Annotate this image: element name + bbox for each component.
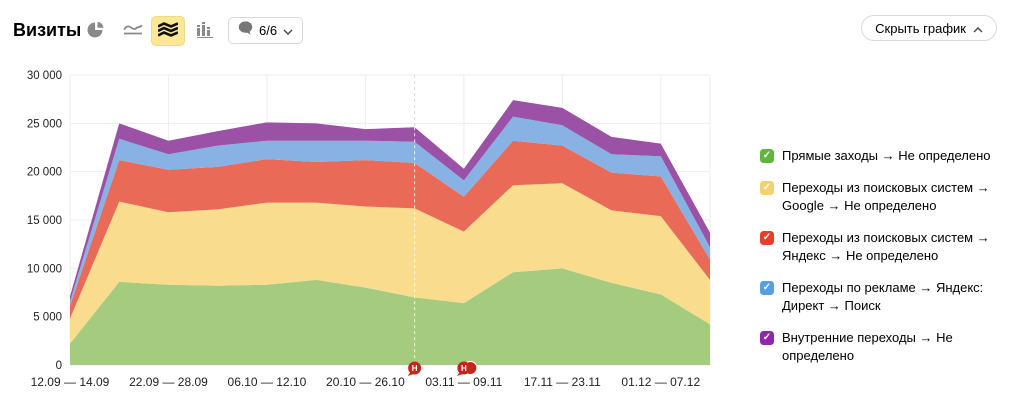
legend-label: Прямые заходы → Не определено (782, 148, 991, 163)
legend-checkbox-checked[interactable]: ✓ (760, 181, 774, 195)
x-axis-tick-label: 12.09 — 14.09 (31, 375, 110, 389)
y-axis-tick-label: 20 000 (27, 167, 62, 179)
page-title: Визиты (13, 20, 82, 40)
line-chart-icon (123, 23, 143, 40)
annotations-dropdown[interactable]: 6/6 (228, 17, 304, 44)
annotations-count: 6/6 (259, 23, 278, 38)
stacked-area-chart-icon (157, 21, 179, 41)
chevron-down-icon (283, 22, 293, 40)
chart-type-line-button[interactable] (116, 16, 150, 46)
y-axis-tick-label: 5 000 (33, 312, 62, 324)
area-series[interactable] (70, 268, 710, 365)
legend-checkbox-checked[interactable]: ✓ (760, 281, 774, 295)
chart-type-bars-button[interactable] (188, 16, 222, 46)
area-series[interactable] (70, 100, 710, 302)
pie-chart-icon (87, 21, 105, 42)
x-axis-tick-label: 03.11 — 09.11 (425, 375, 502, 389)
legend-item[interactable]: ✓ Прямые заходы → Не определено (760, 147, 1016, 165)
visits-stacked-area-chart[interactable]: 0 5 000 10 000 15 000 20 000 25 000 30 000 12.0… (0, 66, 760, 411)
legend-checkbox-checked[interactable]: ✓ (760, 149, 774, 163)
legend-item[interactable]: ✓ Переходы из поисковых систем → Яндекс →… (760, 229, 1016, 265)
legend-label: Внутренние переходы → Не определено (782, 330, 953, 363)
legend-checkbox-checked[interactable]: ✓ (760, 231, 774, 245)
annotation-marker-label: Н (461, 364, 467, 373)
hide-chart-button[interactable]: Скрыть график (861, 15, 997, 41)
chart-type-stacked-area-button[interactable] (151, 16, 185, 46)
annotation-marker-label: Н (412, 364, 418, 373)
legend-label: Переходы из поисковых систем → Google → … (782, 180, 990, 213)
area-series[interactable] (70, 140, 710, 319)
legend-item[interactable]: ✓ Переходы по рекламе → Яндекс: Директ → … (760, 279, 1016, 315)
legend-label: Переходы по рекламе → Яндекс: Директ → П… (782, 280, 984, 313)
chevron-up-icon (973, 21, 983, 36)
y-axis-tick-label: 30 000 (27, 70, 62, 82)
legend-item[interactable]: ✓ Внутренние переходы → Не определено (760, 329, 1016, 365)
x-axis-tick-label: 22.09 — 28.09 (129, 375, 208, 389)
annotation-marker[interactable]: Н (456, 361, 478, 377)
area-series[interactable] (70, 183, 710, 344)
annotation-marker[interactable]: Н (407, 361, 422, 377)
chart-canvas[interactable]: 0 5 000 10 000 15 000 20 000 25 000 30 000 12.0… (0, 66, 760, 411)
hide-chart-label: Скрыть график (875, 20, 966, 36)
y-axis-tick-label: 15 000 (27, 215, 62, 227)
x-axis-tick-label: 17.11 — 23.11 (524, 375, 601, 389)
chart-type-pie-button[interactable] (79, 16, 113, 46)
bar-chart-icon (196, 21, 214, 41)
y-axis-tick-label: 0 (56, 360, 62, 372)
annotation-marker-bubble (457, 361, 471, 375)
y-axis-tick-label: 10 000 (27, 263, 62, 275)
legend-item[interactable]: ✓ Переходы из поисковых систем → Google →… (760, 179, 1016, 215)
x-axis-tick-label: 06.10 — 12.10 (228, 375, 307, 389)
legend-label: Переходы из поисковых систем → Яндекс → … (782, 230, 990, 263)
area-series[interactable] (70, 116, 710, 307)
chart-legend: ✓ Прямые заходы → Не определено ✓ Переходы … (760, 147, 1016, 365)
comment-bubble-icon (238, 21, 253, 40)
y-axis-tick-label: 25 000 (27, 118, 62, 130)
annotation-marker-bubble (408, 361, 422, 375)
legend-checkbox-checked[interactable]: ✓ (760, 331, 774, 345)
x-axis-tick-label: 20.10 — 26.10 (326, 375, 405, 389)
x-axis-tick-label: 01.12 — 07.12 (621, 375, 700, 389)
